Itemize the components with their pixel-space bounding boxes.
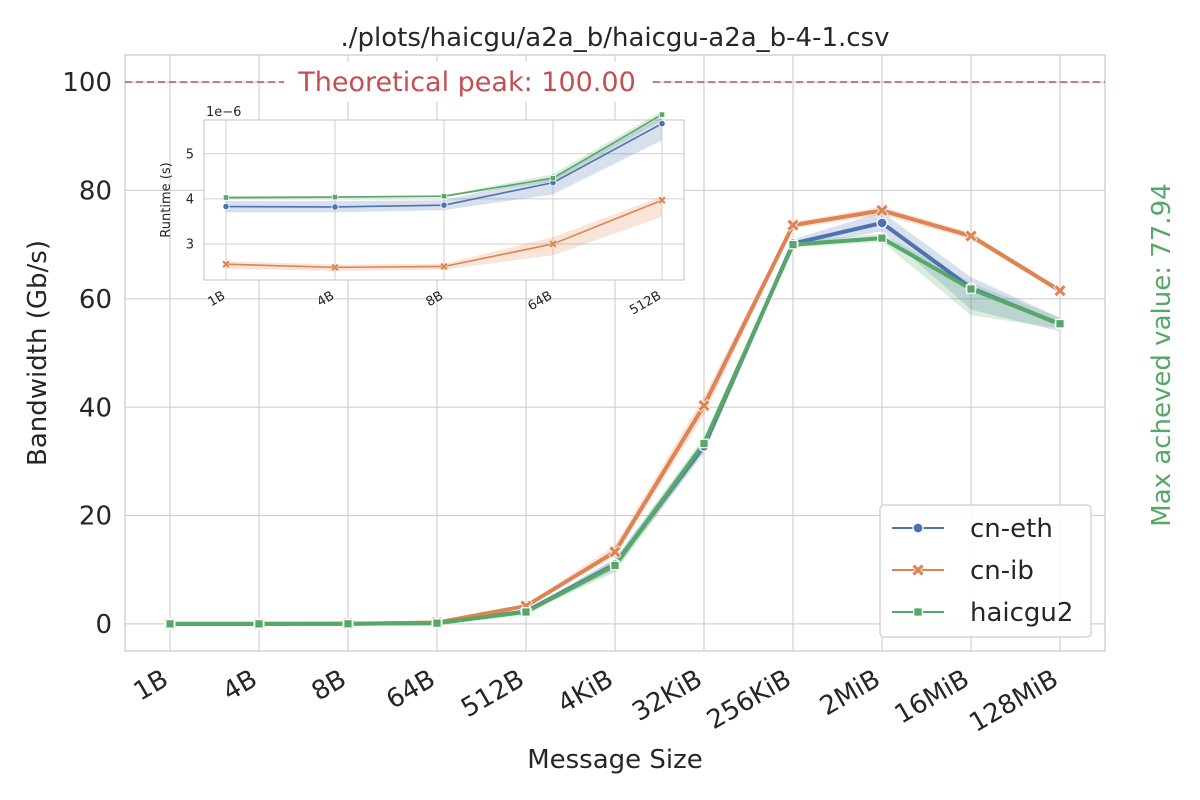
main-point-cn-ib (964, 229, 978, 243)
inset-point-cn-ib (221, 259, 231, 269)
inset-x-tick-label: 4B (315, 288, 337, 310)
inset-point-cn-ib (330, 263, 340, 272)
main-y-tick-label: 20 (79, 502, 112, 532)
y-axis-label: Bandwidth (Gb/s) (23, 240, 53, 466)
main-point-haicgu2 (165, 619, 175, 629)
main-y-tick-label: 100 (62, 68, 112, 98)
legend: cn-eth cn-ib haicgu2 (879, 504, 1092, 638)
legend-marker-cn-eth (912, 522, 924, 534)
inset-point-cn-ib (657, 195, 667, 205)
main-point-cn-ib (1053, 284, 1067, 298)
main-point-haicgu2 (343, 618, 353, 629)
inset-point-cn-ib (439, 262, 449, 271)
inset-y-tick-label: 4 (186, 192, 194, 207)
main-point-haicgu2 (699, 438, 709, 449)
legend-label-cn-eth: cn-eth (970, 514, 1053, 544)
main-plot-frame (124, 54, 1106, 652)
legend-label-cn-ib: cn-ib (970, 556, 1034, 586)
inset-plot-frame (203, 119, 685, 281)
inset-band-cn-ib (226, 196, 662, 271)
main-y-tick-label: 0 (95, 610, 112, 640)
main-y-tick-label: 80 (79, 177, 112, 207)
inset-point-haicgu2 (440, 193, 448, 200)
chart-title: ./plots/haicgu/a2a_b/haicgu-a2a_b-4-1.cs… (340, 23, 889, 53)
inset-point-haicgu2 (549, 175, 557, 182)
legend-marker-haicgu2 (913, 607, 923, 617)
inset-y-axis-label: Runtime (s) (159, 162, 174, 237)
legend-items: cn-eth cn-ib haicgu2 (892, 514, 1073, 628)
main-point-haicgu2 (966, 284, 976, 294)
main-series-markers (163, 203, 1067, 631)
inset-point-cn-eth (331, 203, 339, 211)
main-point-cn-ib (697, 398, 711, 413)
main-y-tick-label: 60 (79, 285, 112, 315)
inset-point-haicgu2 (222, 194, 230, 201)
main-y-tick-label: 40 (79, 393, 112, 423)
inset-point-cn-eth (440, 201, 448, 209)
inset-x-tick-label: 1B (206, 288, 228, 310)
legend-box (879, 504, 1092, 638)
inset-series-markers (221, 111, 667, 272)
main-point-haicgu2 (254, 618, 264, 629)
main-point-haicgu2 (877, 233, 887, 244)
main-y-tick-labels: 0 20 40 60 80 100 (62, 68, 112, 640)
main-point-cn-ib (608, 545, 622, 559)
inset-x-tick-label: 8B (424, 288, 446, 310)
peak-label: Theoretical peak: 100.00 (297, 67, 636, 98)
inset-offset-label: 1e−6 (206, 105, 241, 120)
main-point-haicgu2 (521, 607, 531, 617)
peak-label-background (284, 62, 652, 102)
inset-y-tick-label: 5 (186, 147, 194, 162)
inset-y-tick-label: 3 (186, 237, 194, 252)
x-axis-label: Message Size (527, 745, 703, 775)
main-point-cn-eth (876, 217, 888, 229)
legend-marker-cn-ib (911, 563, 925, 577)
inset-point-cn-ib (548, 239, 558, 249)
max-achieved-label: Max acheved value: 77.94 (1147, 183, 1177, 526)
legend-label-haicgu2: haicgu2 (970, 598, 1073, 628)
inset-band-cn-eth (226, 116, 662, 213)
inset-y-tick-labels: 3 4 5 (186, 147, 194, 252)
inset-point-cn-eth (658, 120, 666, 128)
inset-point-haicgu2 (658, 111, 666, 118)
main-point-haicgu2 (432, 618, 442, 629)
inset-point-haicgu2 (331, 193, 339, 201)
main-point-cn-ib (786, 218, 800, 232)
main-point-haicgu2 (788, 239, 798, 250)
main-point-haicgu2 (610, 560, 620, 571)
main-point-cn-ib (875, 203, 889, 218)
inset-point-cn-eth (222, 202, 230, 211)
main-point-haicgu2 (1055, 318, 1065, 329)
